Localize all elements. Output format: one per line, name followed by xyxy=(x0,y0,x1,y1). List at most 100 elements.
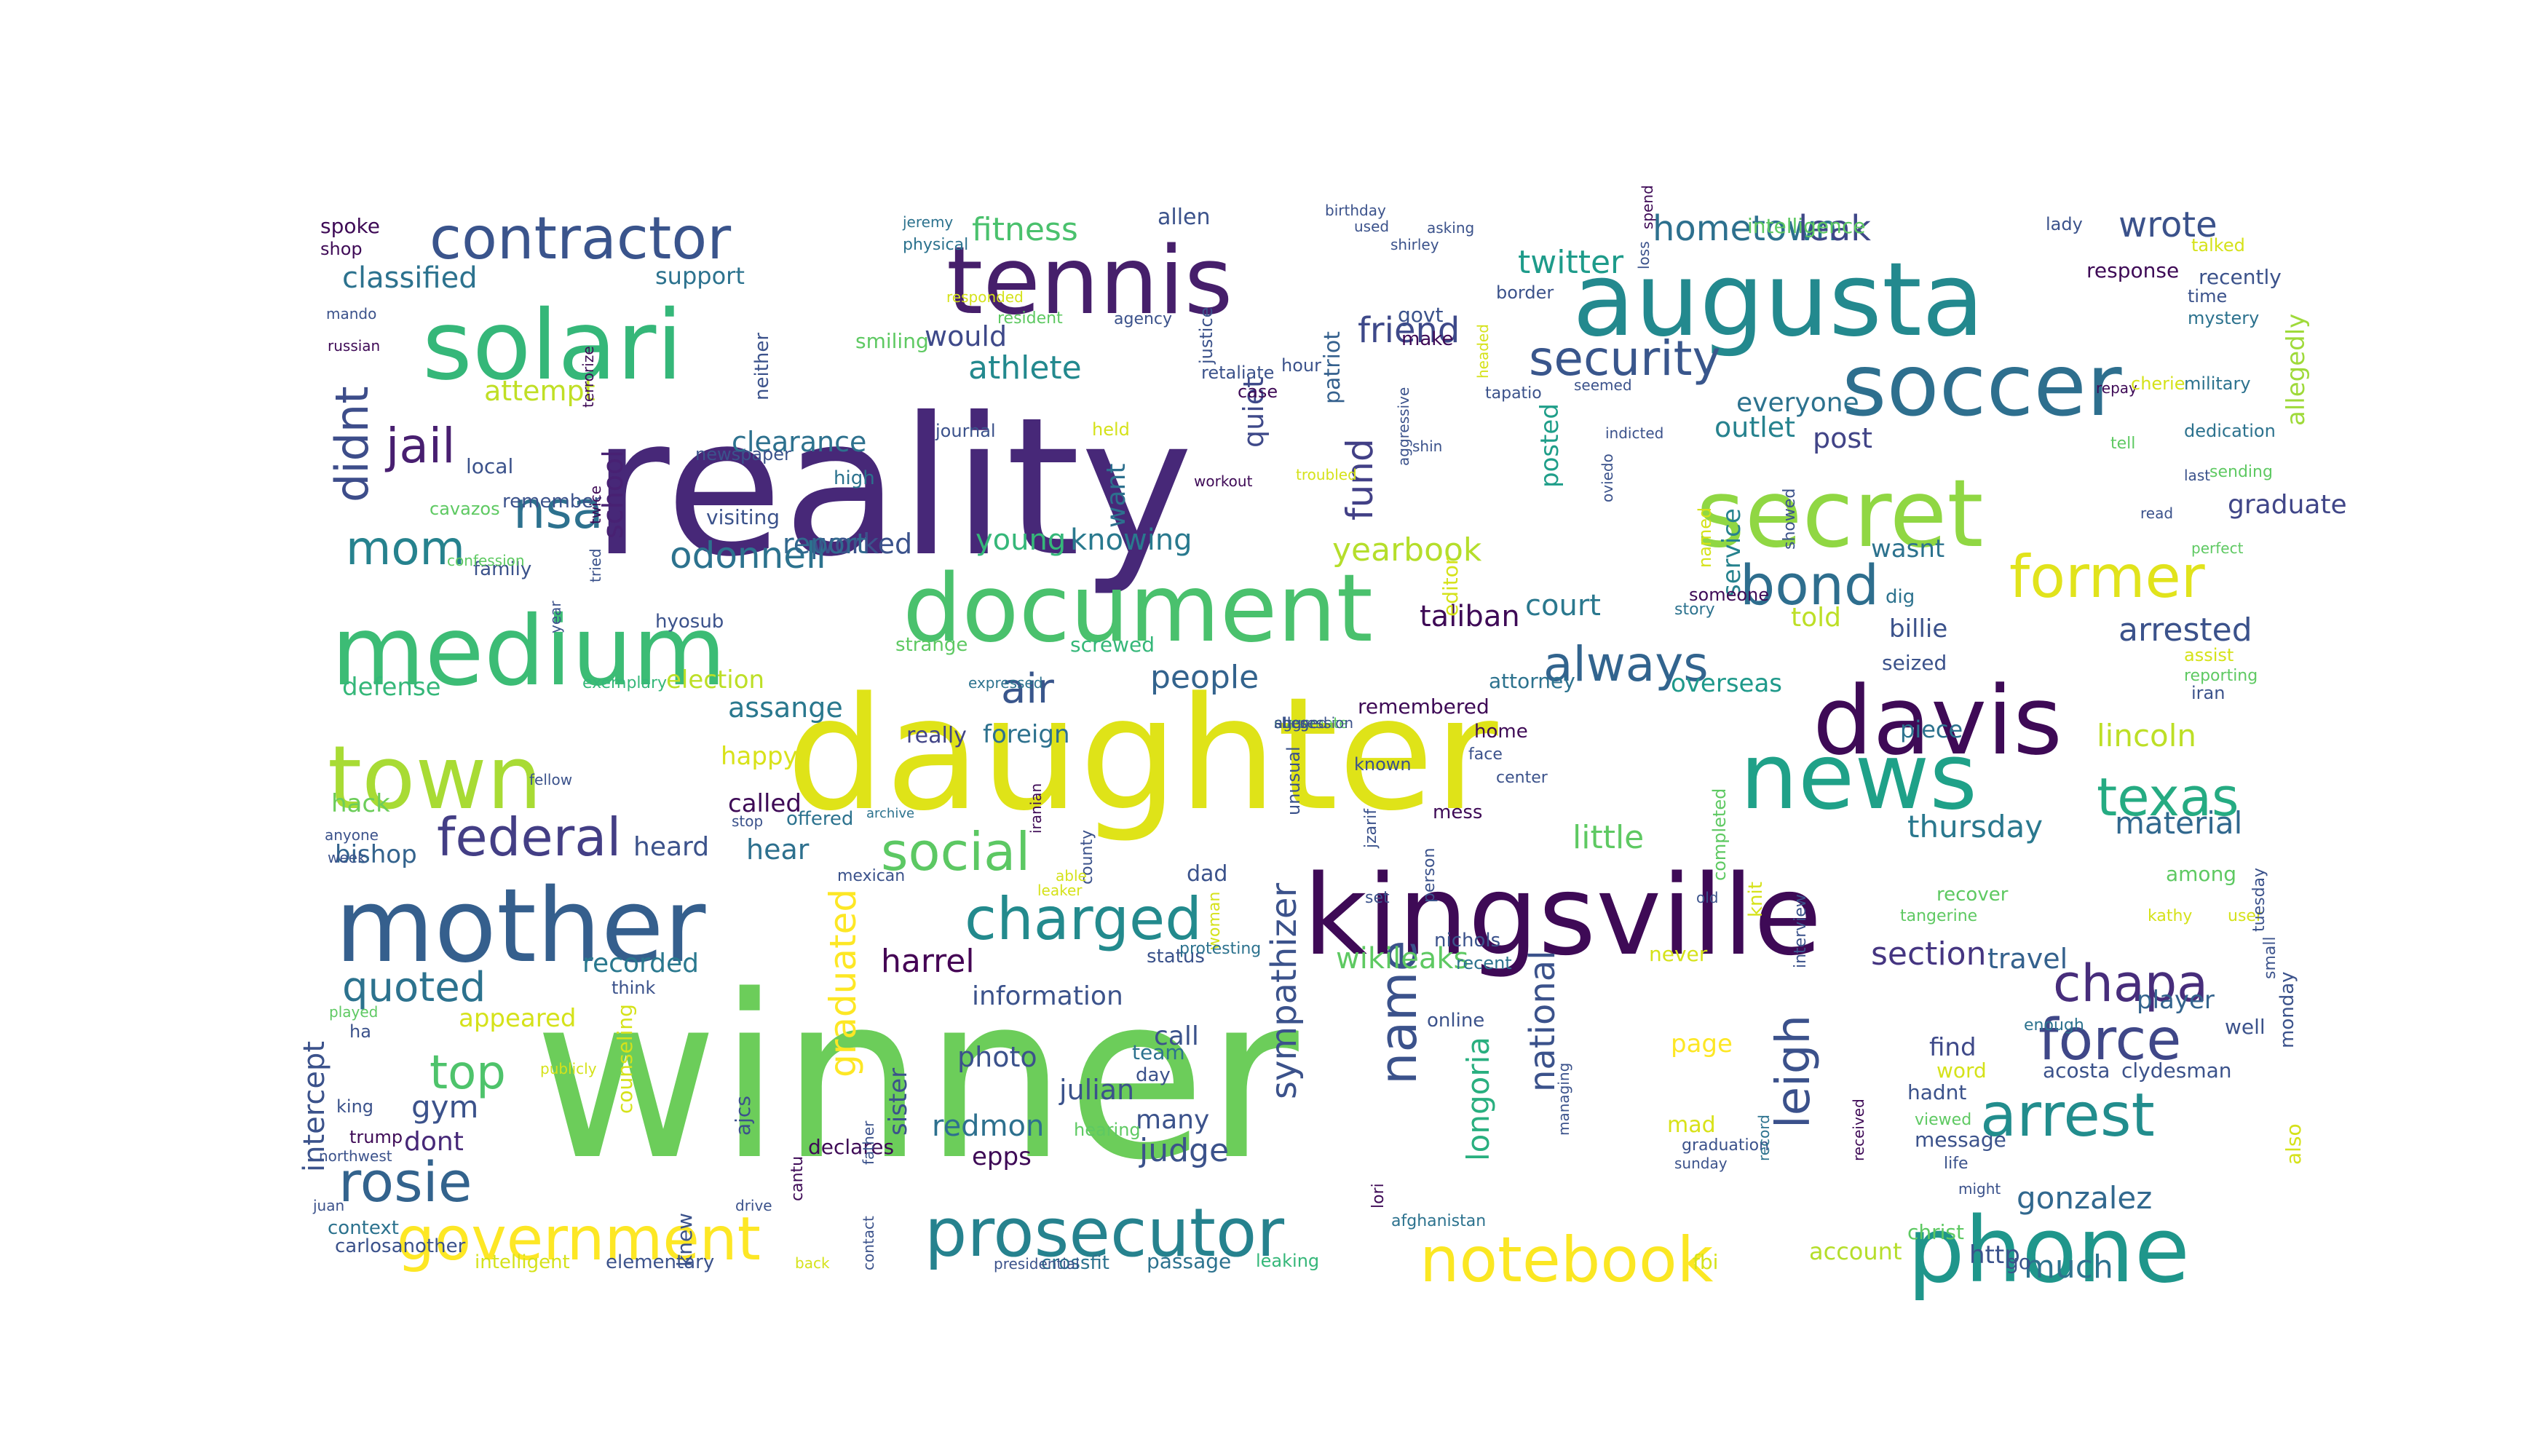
word-really: really xyxy=(906,723,967,748)
word-think: think xyxy=(612,978,656,998)
word-recorded: recorded xyxy=(582,949,699,978)
word-showed: showed xyxy=(1781,488,1799,550)
word-recent: recent xyxy=(1456,953,1512,973)
word-hack: hack xyxy=(331,789,390,818)
word-responded: responded xyxy=(946,288,1024,306)
word-shirley: shirley xyxy=(1390,236,1439,253)
word-allege: allege xyxy=(1274,714,1318,732)
word-sunday: sunday xyxy=(1674,1155,1728,1172)
word-shes: shes xyxy=(1274,714,1307,732)
word-fitness: fitness xyxy=(972,211,1078,248)
word-piece: piece xyxy=(1900,716,1963,743)
word-yearbook: yearbook xyxy=(1332,531,1482,569)
word-aggression: aggression xyxy=(1274,714,1353,732)
word-archive: archive xyxy=(866,806,914,821)
word-workout: workout xyxy=(1194,472,1253,490)
word-hear: hear xyxy=(746,834,810,866)
word-counseling: counseling xyxy=(613,1004,637,1114)
word-fbi: fbi xyxy=(1693,1250,1718,1274)
word-jail: jail xyxy=(384,418,455,474)
word-nsa: nsa xyxy=(513,480,604,540)
word-worked: worked xyxy=(812,528,912,560)
word-publicly: publicly xyxy=(540,1060,597,1077)
word-well: well xyxy=(2225,1015,2266,1039)
word-bishop: bishop xyxy=(335,840,417,869)
word-soccer: soccer xyxy=(1842,335,2122,435)
word-confession: confession xyxy=(447,552,525,569)
word-iranian: iranian xyxy=(1027,783,1045,834)
word-tennis: tennis xyxy=(946,227,1233,336)
word-knowing: knowing xyxy=(1070,523,1192,557)
word-someone: someone xyxy=(1689,585,1769,605)
word-never: never xyxy=(1649,942,1708,966)
word-security: security xyxy=(1529,331,1721,387)
word-week: week xyxy=(328,849,366,866)
word-attorney: attorney xyxy=(1489,669,1575,693)
word-information: information xyxy=(972,981,1123,1011)
word-word: word xyxy=(1936,1059,1987,1083)
word-asking: asking xyxy=(1427,219,1474,237)
word-court: court xyxy=(1525,589,1601,622)
word-spend: spend xyxy=(1639,185,1656,229)
word-top: top xyxy=(430,1046,506,1100)
word-travel: travel xyxy=(1987,943,2068,975)
word-managing: managing xyxy=(1555,1063,1572,1136)
word-quiet: quiet xyxy=(1238,377,1270,448)
word-face: face xyxy=(1468,745,1503,764)
word-defense: defense xyxy=(342,673,441,702)
word-quoted: quoted xyxy=(342,964,486,1011)
word-message: message xyxy=(1915,1128,2006,1152)
word-federal: federal xyxy=(437,807,621,868)
word-kathy: kathy xyxy=(2148,907,2192,925)
word-would: would xyxy=(925,320,1007,352)
word-story: story xyxy=(1674,601,1715,619)
word-center: center xyxy=(1496,769,1548,787)
word-remember: remember xyxy=(502,491,601,513)
word-newspaper: newspaper xyxy=(695,444,791,464)
word-sympathizer: sympathizer xyxy=(1264,883,1305,1099)
word-able: able xyxy=(1056,867,1087,885)
word-indicted: indicted xyxy=(1605,424,1663,442)
word-oviedo: oviedo xyxy=(1599,454,1616,502)
word-completed: completed xyxy=(1709,788,1730,881)
word-small: small xyxy=(2261,936,2279,979)
word-retaliate: retaliate xyxy=(1201,363,1274,383)
word-neither: neither xyxy=(751,333,773,400)
word-fellow: fellow xyxy=(529,771,572,788)
word-allen: allen xyxy=(1158,205,1211,230)
word-secret: secret xyxy=(1696,460,1984,569)
word-dad: dad xyxy=(1187,861,1227,887)
word-foreign: foreign xyxy=(983,720,1070,749)
word-also: also xyxy=(2282,1123,2306,1165)
word-leigh: leigh xyxy=(1767,1015,1821,1128)
word-person: person xyxy=(1420,848,1439,903)
word-online: online xyxy=(1427,1010,1484,1032)
word-journal: journal xyxy=(935,421,996,441)
word-reporting: reporting xyxy=(2184,667,2258,685)
word-nichols: nichols xyxy=(1434,930,1500,951)
word-king: king xyxy=(336,1096,373,1117)
word-anyone: anyone xyxy=(325,826,379,844)
word-reality: reality xyxy=(591,376,1193,598)
word-user: user xyxy=(2228,907,2263,925)
word-response: response xyxy=(2086,258,2179,282)
word-material: material xyxy=(2115,805,2242,841)
word-player: player xyxy=(2137,986,2215,1015)
word-gonzalez: gonzalez xyxy=(2017,1180,2152,1216)
word-intercept: intercept xyxy=(298,1041,331,1172)
word-passage: passage xyxy=(1147,1249,1231,1273)
word-leaking: leaking xyxy=(1256,1251,1319,1271)
word-air: air xyxy=(1001,665,1055,713)
word-intelligent: intelligent xyxy=(475,1251,570,1273)
word-mess: mess xyxy=(1433,802,1482,823)
word-epps: epps xyxy=(972,1142,1032,1171)
word-appeared: appeared xyxy=(459,1004,576,1033)
word-contact: contact xyxy=(860,1216,877,1270)
word-elementary: elementary xyxy=(606,1251,714,1273)
word-chapa: chapa xyxy=(2053,954,2208,1013)
word-unusual: unusual xyxy=(1283,746,1304,815)
word-photo: photo xyxy=(957,1041,1037,1073)
word-tangerine: tangerine xyxy=(1900,907,1977,925)
word-jeremy: jeremy xyxy=(902,213,953,231)
